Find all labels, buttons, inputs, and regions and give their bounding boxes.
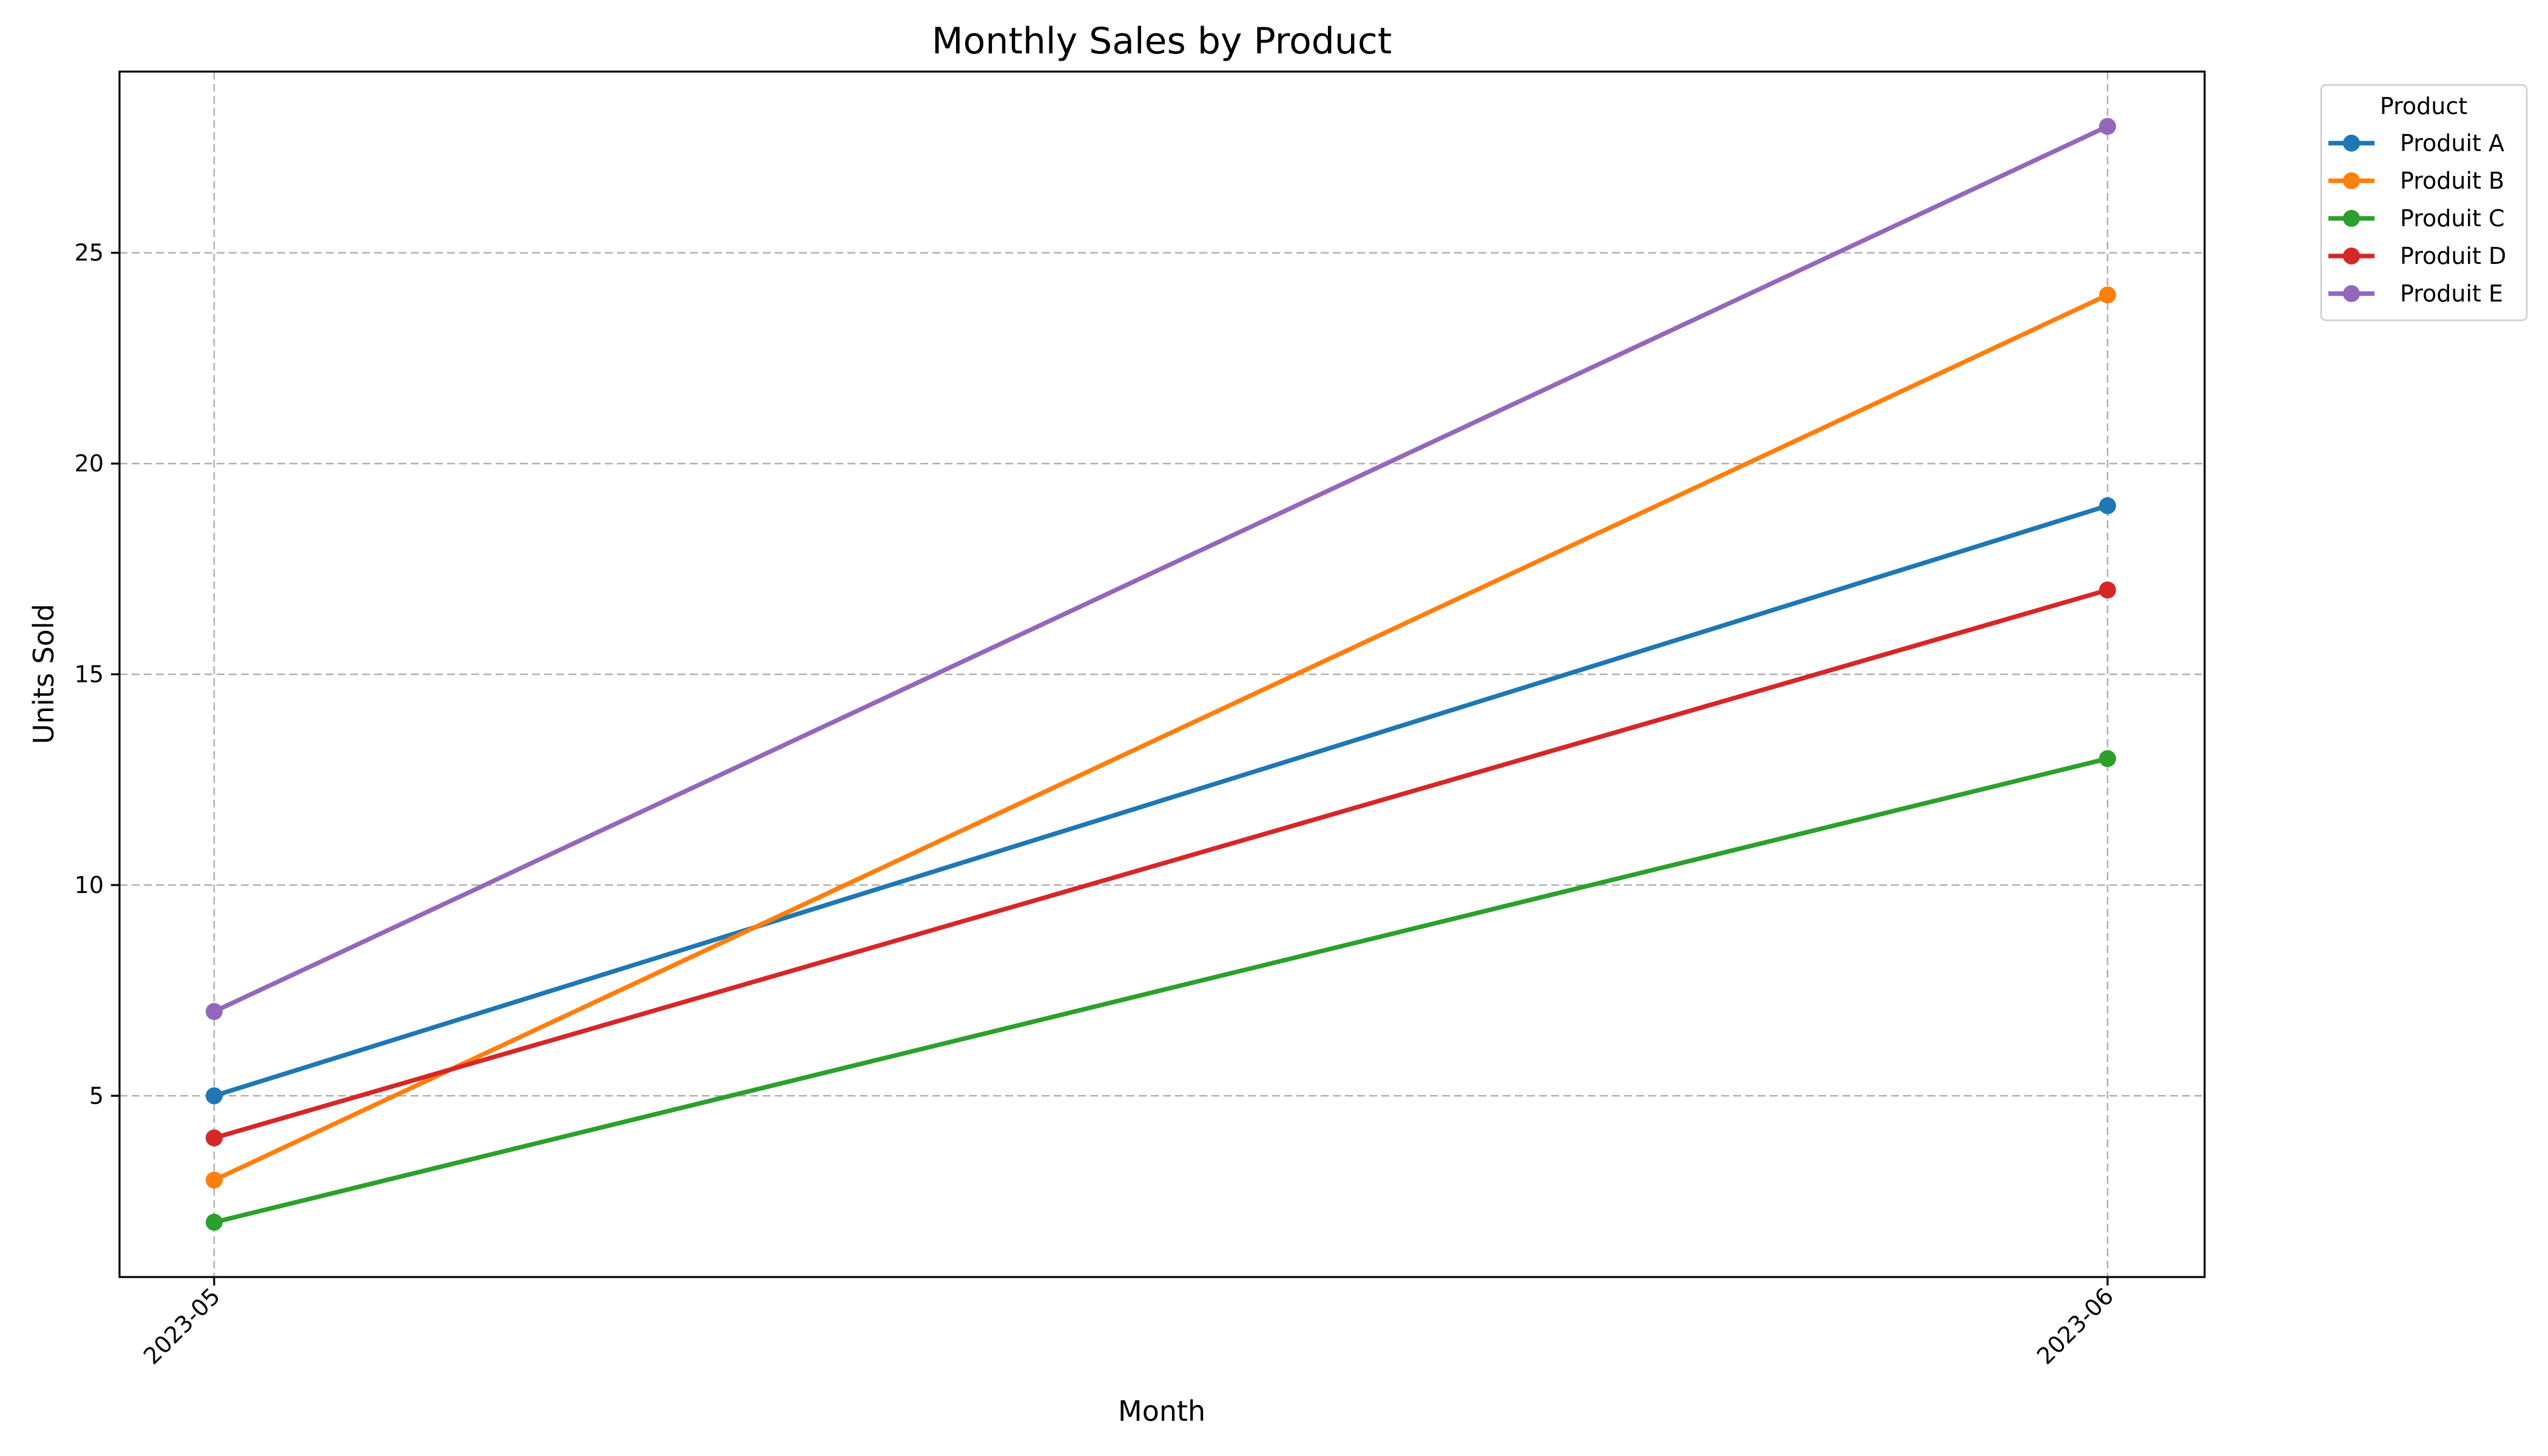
chart-title: Monthly Sales by Product <box>932 20 1392 62</box>
series-line-produit-a <box>213 504 2109 1098</box>
legend-label: Produit D <box>2400 243 2506 269</box>
data-point-marker <box>206 1003 223 1020</box>
data-point-marker <box>2099 286 2116 304</box>
legend-swatch-marker <box>2343 172 2360 189</box>
data-point-marker <box>206 1213 223 1231</box>
legend-label: Produit B <box>2400 167 2504 194</box>
series-layer <box>206 118 2116 1231</box>
series-line-produit-e <box>213 124 2109 1014</box>
y-tick-label: 5 <box>89 1082 104 1109</box>
series-line-produit-d <box>213 587 2109 1141</box>
legend-label: Produit E <box>2400 280 2503 307</box>
legend-swatch-marker <box>2343 285 2360 302</box>
data-point-marker <box>2099 118 2116 135</box>
legend-title: Product <box>2380 93 2467 120</box>
data-point-marker <box>206 1129 223 1147</box>
y-tick-label: 10 <box>75 872 104 898</box>
legend-label: Produit A <box>2400 130 2504 157</box>
legend-swatch-marker <box>2343 248 2360 265</box>
legend-items: Produit A Produit B Produit C Produit D Prod… <box>2328 130 2506 307</box>
data-point-marker <box>206 1171 223 1189</box>
legend-swatch-marker <box>2343 135 2360 152</box>
legend-swatch-marker <box>2343 210 2360 227</box>
y-tick-label: 20 <box>75 450 104 477</box>
data-point-marker <box>2099 750 2116 767</box>
grid-layer <box>120 72 2205 1277</box>
series-line-produit-b <box>213 292 2109 1182</box>
y-axis-label: Units Sold <box>27 604 60 744</box>
legend-label: Produit C <box>2400 205 2505 232</box>
y-tick-label: 25 <box>75 240 104 266</box>
data-point-marker <box>2099 581 2116 599</box>
series-line-produit-c <box>214 756 2108 1225</box>
data-point-marker <box>206 1087 223 1105</box>
x-axis-label: Month <box>1118 1395 1205 1427</box>
y-tick-label: 15 <box>75 661 104 688</box>
data-point-marker <box>2099 497 2116 514</box>
